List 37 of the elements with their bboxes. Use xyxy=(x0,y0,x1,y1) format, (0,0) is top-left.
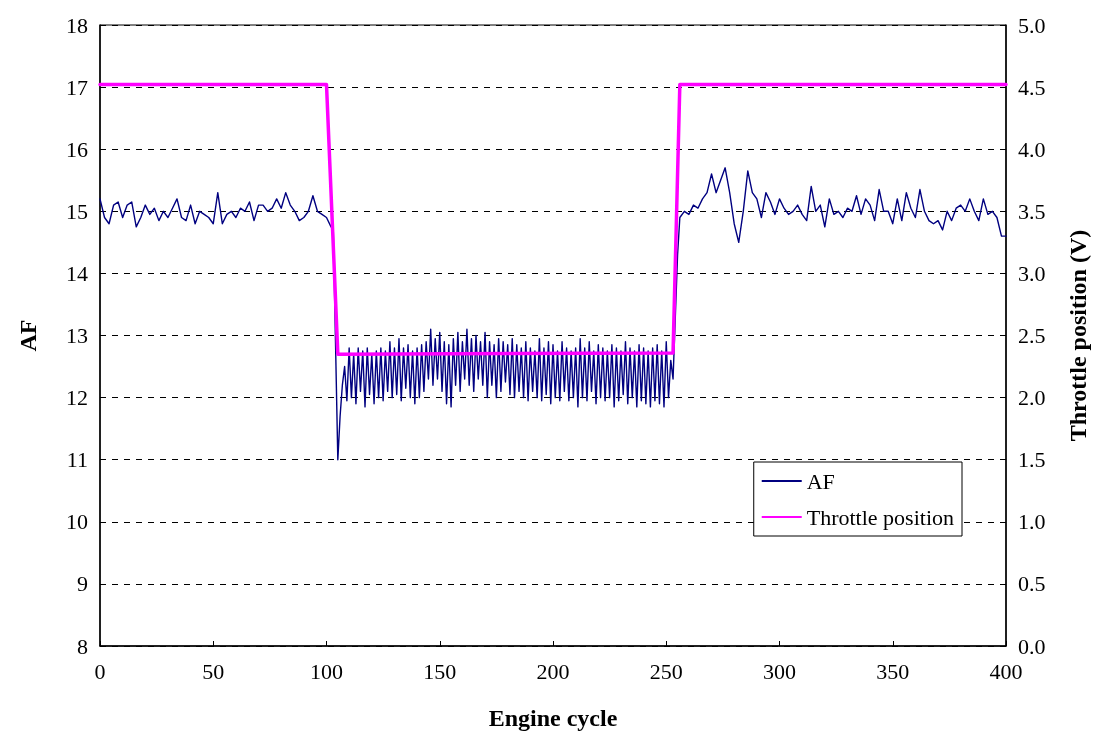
y-tick-label: 10 xyxy=(66,509,88,535)
x-tick-label: 0 xyxy=(94,658,106,684)
x-tick-label: 100 xyxy=(310,658,343,684)
y-axis-title: AF xyxy=(15,319,41,352)
x-tick-label: 50 xyxy=(202,658,225,684)
y-tick-label: 12 xyxy=(66,385,88,411)
x-axis-title: Engine cycle xyxy=(488,705,618,731)
y-tick-label: 8 xyxy=(77,633,88,659)
y-tick-label: 17 xyxy=(66,74,88,100)
y2-tick-label: 0.0 xyxy=(1018,633,1046,659)
x-tick-label: 400 xyxy=(989,658,1023,684)
y2-tick-label: 3.5 xyxy=(1018,198,1046,224)
x-tick-label: 350 xyxy=(876,658,910,684)
y2-axis-title: Throttle position (V) xyxy=(1065,229,1091,442)
y-tick-label: 18 xyxy=(66,12,88,38)
y2-tick-label: 1.5 xyxy=(1018,447,1046,473)
y-tick-label: 9 xyxy=(77,571,88,597)
x-tick-label: 200 xyxy=(536,658,570,684)
y2-tick-label: 2.5 xyxy=(1018,323,1046,348)
y-tick-label: 14 xyxy=(66,260,88,286)
y2-tick-label: 5.0 xyxy=(1018,12,1046,38)
y2-tick-label: 4.0 xyxy=(1018,136,1046,162)
y2-tick-label: 0.5 xyxy=(1018,571,1046,597)
y-tick-label: 11 xyxy=(66,447,88,473)
y2-tick-label: 3.0 xyxy=(1018,260,1046,286)
y2-tick-label: 1.0 xyxy=(1018,509,1046,535)
x-tick-label: 300 xyxy=(763,658,796,684)
y-tick-label: 16 xyxy=(66,136,88,162)
x-tick-label: 150 xyxy=(423,658,457,684)
legend-label: Throttle position xyxy=(806,504,954,530)
y2-tick-label: 2.0 xyxy=(1018,385,1046,411)
y-tick-label: 15 xyxy=(66,198,88,224)
line-series xyxy=(99,167,1007,461)
x-tick-label: 250 xyxy=(649,658,683,684)
legend-label: AF xyxy=(806,468,835,494)
y-tick-label: 13 xyxy=(66,323,88,348)
y2-tick-label: 4.5 xyxy=(1018,74,1046,100)
